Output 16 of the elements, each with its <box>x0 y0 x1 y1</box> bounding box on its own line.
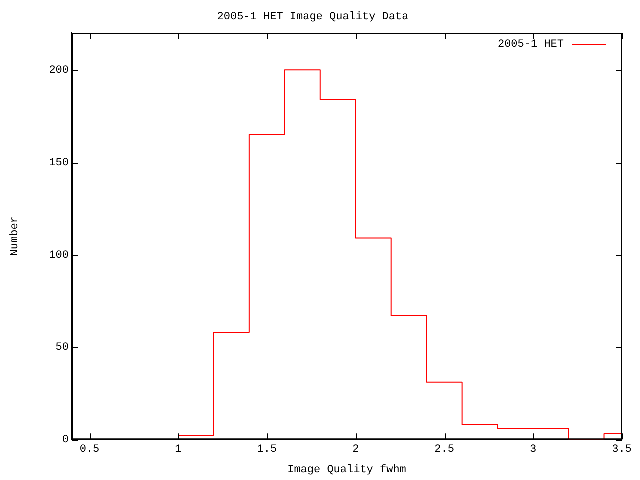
x-tick-label: 1 <box>175 444 182 456</box>
x-tick-label: 1.5 <box>257 444 278 456</box>
y-axis-title: Number <box>10 216 22 256</box>
chart-title: 2005-1 HET Image Quality Data <box>217 12 410 24</box>
x-axis-title: Image Quality fwhm <box>288 464 407 476</box>
y-tick-label: 50 <box>56 342 69 354</box>
y-tick-label: 100 <box>49 250 69 262</box>
y-tick-label: 200 <box>49 65 69 78</box>
legend-label: 2005-1 HET <box>498 39 564 52</box>
y-tick-label: 150 <box>49 157 69 170</box>
x-tick-label: 2 <box>352 444 360 456</box>
y-tick-label: 0 <box>62 434 69 447</box>
x-tick-label: 3 <box>530 444 537 456</box>
x-tick-label: 0.5 <box>80 444 100 456</box>
x-tick-label: 3.5 <box>612 444 632 456</box>
x-tick-label: 2.5 <box>434 444 454 456</box>
